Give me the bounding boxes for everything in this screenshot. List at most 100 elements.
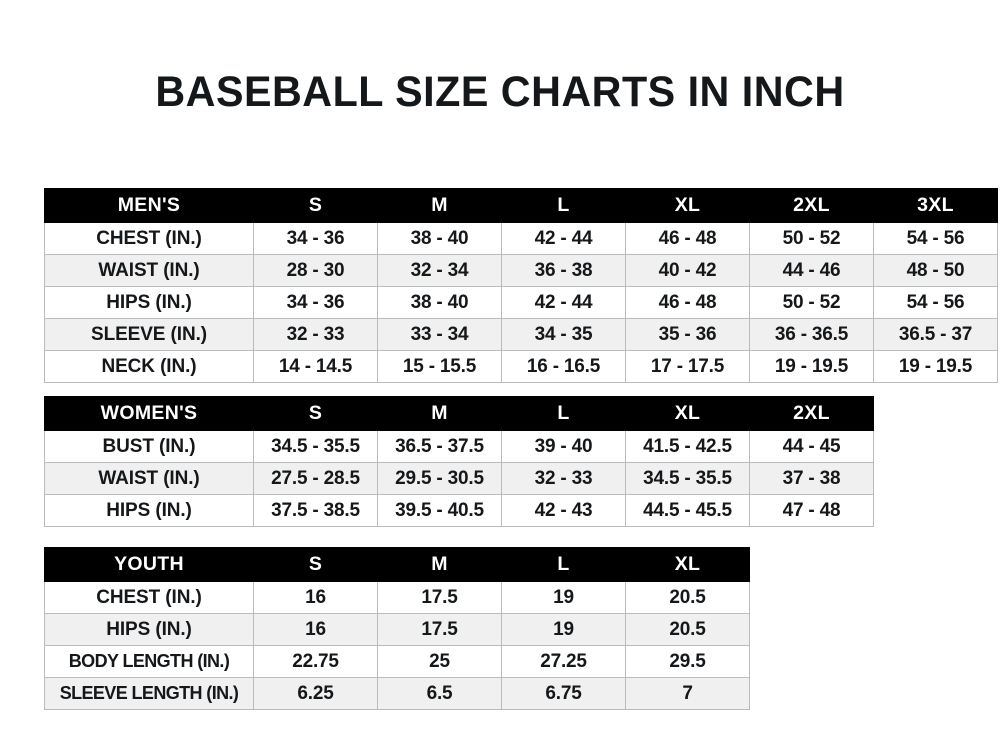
table-row: SLEEVE (IN.) 32 - 33 33 - 34 34 - 35 35 - 36… — [44, 318, 998, 351]
womens-table-body: BUST (IN.) 34.5 - 35.5 36.5 - 37.5 39 - 40 4… — [44, 430, 874, 527]
youth-table-header: YOUTH S M L XL — [44, 547, 750, 582]
measurement-cell: 19 - 19.5 — [873, 350, 998, 383]
measurement-cell: 32 - 33 — [253, 318, 378, 351]
measurement-cell: 32 - 33 — [501, 462, 626, 495]
page-title: BASEBALL SIZE CHARTS IN INCH — [155, 68, 845, 116]
table-row: WAIST (IN.) 27.5 - 28.5 29.5 - 30.5 32 - 33… — [44, 462, 874, 495]
table-row: HIPS (IN.) 16 17.5 19 20.5 — [44, 613, 750, 646]
measurement-cell: 39 - 40 — [501, 430, 626, 463]
mens-size-header-xl: XL — [625, 188, 750, 223]
measurement-cell: 40 - 42 — [625, 254, 750, 287]
measurement-cell: 46 - 48 — [625, 222, 750, 255]
measurement-cell: 27.5 - 28.5 — [253, 462, 378, 495]
measurement-cell: 37 - 38 — [749, 462, 874, 495]
youth-row-label: SLEEVE LENGTH (IN.) — [44, 677, 254, 710]
measurement-cell: 28 - 30 — [253, 254, 378, 287]
mens-size-header-m: M — [377, 188, 502, 223]
youth-size-header-m: M — [377, 547, 502, 582]
mens-size-table: MEN'S S M L XL 2XL 3XL CHEST (IN.) 34 - 36 38 - … — [44, 188, 998, 383]
youth-category-label: YOUTH — [44, 547, 254, 582]
womens-size-header-l: L — [501, 396, 626, 431]
youth-table-body: CHEST (IN.) 16 17.5 19 20.5 HIPS (IN.) 16 17.5 1… — [44, 581, 750, 710]
measurement-cell: 25 — [377, 645, 502, 678]
measurement-cell: 46 - 48 — [625, 286, 750, 319]
measurement-cell: 38 - 40 — [377, 286, 502, 319]
measurement-cell: 44 - 45 — [749, 430, 874, 463]
measurement-cell: 36.5 - 37 — [873, 318, 998, 351]
measurement-cell: 16 - 16.5 — [501, 350, 626, 383]
measurement-cell: 16 — [253, 613, 378, 646]
youth-row-label: HIPS (IN.) — [44, 613, 254, 646]
measurement-cell: 17 - 17.5 — [625, 350, 750, 383]
youth-size-header-s: S — [253, 547, 378, 582]
measurement-cell: 19 — [501, 613, 626, 646]
measurement-cell: 42 - 43 — [501, 494, 626, 527]
womens-size-header-2xl: 2XL — [749, 396, 874, 431]
measurement-cell: 44.5 - 45.5 — [625, 494, 750, 527]
mens-header-row: MEN'S S M L XL 2XL 3XL — [44, 188, 998, 223]
measurement-cell: 34.5 - 35.5 — [625, 462, 750, 495]
measurement-cell: 32 - 34 — [377, 254, 502, 287]
womens-header-row: WOMEN'S S M L XL 2XL — [44, 396, 874, 431]
measurement-cell: 35 - 36 — [625, 318, 750, 351]
measurement-cell: 36 - 38 — [501, 254, 626, 287]
womens-size-header-s: S — [253, 396, 378, 431]
youth-header-row: YOUTH S M L XL — [44, 547, 750, 582]
measurement-cell: 27.25 — [501, 645, 626, 678]
measurement-cell: 29.5 — [625, 645, 750, 678]
measurement-cell: 19 — [501, 581, 626, 614]
measurement-cell: 36.5 - 37.5 — [377, 430, 502, 463]
mens-size-header-s: S — [253, 188, 378, 223]
womens-row-label: WAIST (IN.) — [44, 462, 254, 495]
measurement-cell: 48 - 50 — [873, 254, 998, 287]
youth-row-label: BODY LENGTH (IN.) — [44, 645, 254, 678]
mens-size-header-l: L — [501, 188, 626, 223]
measurement-cell: 7 — [625, 677, 750, 710]
youth-row-label: CHEST (IN.) — [44, 581, 254, 614]
measurement-cell: 6.75 — [501, 677, 626, 710]
measurement-cell: 33 - 34 — [377, 318, 502, 351]
mens-row-label: HIPS (IN.) — [44, 286, 254, 319]
measurement-cell: 20.5 — [625, 581, 750, 614]
table-row: HIPS (IN.) 34 - 36 38 - 40 42 - 44 46 - 48 50… — [44, 286, 998, 319]
measurement-cell: 17.5 — [377, 581, 502, 614]
womens-row-label: BUST (IN.) — [44, 430, 254, 463]
measurement-cell: 29.5 - 30.5 — [377, 462, 502, 495]
measurement-cell: 42 - 44 — [501, 286, 626, 319]
mens-table-body: CHEST (IN.) 34 - 36 38 - 40 42 - 44 46 - 48 5… — [44, 222, 998, 383]
womens-table-header: WOMEN'S S M L XL 2XL — [44, 396, 874, 431]
youth-size-header-l: L — [501, 547, 626, 582]
womens-row-label: HIPS (IN.) — [44, 494, 254, 527]
table-row: NECK (IN.) 14 - 14.5 15 - 15.5 16 - 16.5 17 … — [44, 350, 998, 383]
measurement-cell: 16 — [253, 581, 378, 614]
measurement-cell: 20.5 — [625, 613, 750, 646]
measurement-cell: 15 - 15.5 — [377, 350, 502, 383]
measurement-cell: 42 - 44 — [501, 222, 626, 255]
table-row: WAIST (IN.) 28 - 30 32 - 34 36 - 38 40 - 42 4… — [44, 254, 998, 287]
table-row: BUST (IN.) 34.5 - 35.5 36.5 - 37.5 39 - 40 4… — [44, 430, 874, 463]
measurement-cell: 50 - 52 — [749, 222, 874, 255]
womens-size-table: WOMEN'S S M L XL 2XL BUST (IN.) 34.5 - 35.5 36.… — [44, 396, 874, 527]
measurement-cell: 14 - 14.5 — [253, 350, 378, 383]
measurement-cell: 6.5 — [377, 677, 502, 710]
youth-size-header-xl: XL — [625, 547, 750, 582]
measurement-cell: 6.25 — [253, 677, 378, 710]
measurement-cell: 54 - 56 — [873, 222, 998, 255]
measurement-cell: 44 - 46 — [749, 254, 874, 287]
table-row: CHEST (IN.) 34 - 36 38 - 40 42 - 44 46 - 48 5… — [44, 222, 998, 255]
measurement-cell: 38 - 40 — [377, 222, 502, 255]
measurement-cell: 47 - 48 — [749, 494, 874, 527]
table-row: SLEEVE LENGTH (IN.) 6.25 6.5 6.75 7 — [44, 677, 750, 710]
measurement-cell: 37.5 - 38.5 — [253, 494, 378, 527]
measurement-cell: 36 - 36.5 — [749, 318, 874, 351]
table-row: HIPS (IN.) 37.5 - 38.5 39.5 - 40.5 42 - 43 4… — [44, 494, 874, 527]
measurement-cell: 50 - 52 — [749, 286, 874, 319]
womens-category-label: WOMEN'S — [44, 396, 254, 431]
mens-row-label: CHEST (IN.) — [44, 222, 254, 255]
womens-size-header-xl: XL — [625, 396, 750, 431]
mens-row-label: WAIST (IN.) — [44, 254, 254, 287]
measurement-cell: 22.75 — [253, 645, 378, 678]
mens-row-label: NECK (IN.) — [44, 350, 254, 383]
table-row: BODY LENGTH (IN.) 22.75 25 27.25 29.5 — [44, 645, 750, 678]
